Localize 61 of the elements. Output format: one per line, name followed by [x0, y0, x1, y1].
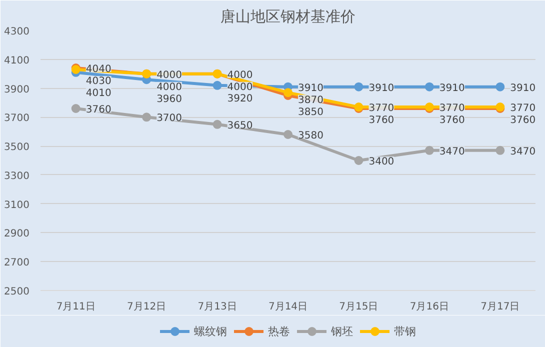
- data-label: 4000: [156, 82, 182, 93]
- data-label: 3470: [439, 146, 465, 158]
- point: [424, 146, 434, 155]
- chart-title: 唐山地区钢材基准价: [220, 8, 356, 26]
- point: [212, 80, 222, 90]
- y-tick-label: 3500: [4, 142, 30, 154]
- point: [142, 112, 152, 122]
- y-tick-label: 2700: [4, 258, 30, 269]
- data-label: 4000: [227, 82, 253, 93]
- data-label: 3870: [298, 94, 324, 106]
- x-tick-label: 7月12日: [127, 302, 166, 312]
- legend-label: 热卷: [268, 324, 290, 338]
- y-tick-label: 3100: [4, 200, 30, 211]
- point: [354, 156, 364, 165]
- data-label: 3760: [510, 115, 536, 126]
- data-label: 3920: [227, 94, 253, 105]
- data-label: 3770: [510, 103, 536, 114]
- y-tick-label: 2900: [4, 228, 30, 240]
- data-label: 4010: [86, 88, 112, 100]
- x-tick-label: 7月16日: [410, 302, 449, 312]
- point: [212, 120, 222, 129]
- x-tick-label: 7月17日: [480, 302, 520, 312]
- point: [71, 104, 80, 113]
- data-label: 3770: [439, 103, 465, 114]
- data-label: 3910: [298, 82, 324, 94]
- y-tick-label: 3300: [4, 170, 30, 182]
- x-tick-label: 7月15日: [339, 302, 378, 312]
- y-tick-label: 4300: [4, 26, 30, 38]
- point: [354, 82, 364, 92]
- data-label: 3760: [86, 104, 112, 116]
- data-label: 4000: [156, 70, 182, 81]
- data-label: 3850: [298, 106, 324, 118]
- y-tick-label: 2500: [4, 286, 30, 298]
- point: [284, 88, 292, 98]
- data-label: 4000: [227, 70, 253, 81]
- y-tick-label: 4100: [4, 55, 30, 66]
- x-tick-label: 7月13日: [198, 302, 237, 312]
- data-label: 3760: [368, 115, 394, 126]
- data-label: 4030: [86, 76, 112, 88]
- point: [496, 82, 505, 92]
- point: [496, 146, 505, 155]
- data-label: 3770: [368, 103, 394, 114]
- data-label: 3910: [510, 82, 536, 94]
- data-label: 3470: [510, 146, 536, 158]
- data-label: 3700: [156, 113, 182, 124]
- data-label: 3400: [368, 156, 394, 168]
- data-label: 3580: [298, 130, 324, 142]
- x-tick-label: 7月11日: [56, 302, 96, 312]
- data-label: 3910: [368, 82, 394, 94]
- y-tick-label: 3900: [4, 84, 30, 96]
- point: [424, 82, 434, 92]
- legend-label: 钢坯: [331, 324, 353, 338]
- data-label: 3960: [156, 94, 182, 105]
- data-label: 3760: [439, 115, 465, 126]
- point: [284, 130, 292, 139]
- legend-label: 螺纹钢: [194, 324, 227, 338]
- y-tick-label: 3700: [4, 113, 30, 124]
- legend-label: 带钢: [394, 324, 416, 338]
- data-label: 3910: [439, 82, 465, 94]
- data-label: 3650: [227, 120, 253, 132]
- x-tick-label: 7月14日: [268, 302, 308, 312]
